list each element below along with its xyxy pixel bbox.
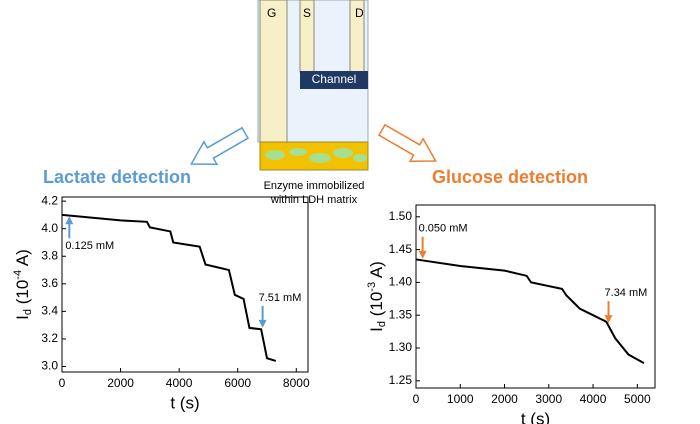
data-line [61, 213, 277, 362]
y-tick-label: 3.8 [41, 248, 58, 262]
arrow-right [377, 123, 437, 163]
electrode-label: D [355, 6, 364, 20]
electrode-label: G [267, 6, 276, 20]
y-axis-label-part: d [376, 321, 388, 327]
annotation-arrowhead [258, 319, 267, 328]
channel-box [300, 71, 368, 89]
y-axis-label: Id (10-4 A) [12, 249, 34, 320]
y-tick-label: 1.50 [389, 209, 413, 223]
x-tick-label: 5000 [624, 392, 651, 406]
y-tick-label: 4.0 [41, 221, 58, 235]
x-tick-label: 2000 [491, 392, 518, 406]
y-tick-label: 1.25 [389, 373, 413, 387]
arrow-left [190, 126, 250, 166]
x-tick-label: 2000 [107, 376, 134, 390]
y-axis-label-part: (10 [367, 292, 386, 321]
x-axis-label: t (s) [170, 393, 199, 412]
annotation-arrowhead [604, 315, 613, 324]
x-tick-label: 1000 [447, 392, 474, 406]
y-tick-label: 3.6 [41, 276, 58, 290]
x-tick-label: 0 [413, 392, 420, 406]
y-axis-label-part: -4 [12, 270, 24, 280]
channel-label: Channel [312, 72, 357, 86]
x-tick-label: 0 [59, 376, 66, 390]
y-tick-label: 3.0 [41, 359, 58, 373]
y-tick-label: 3.2 [41, 331, 58, 345]
y-axis-label: Id (10-3 A) [366, 261, 388, 332]
enzyme-pattern [265, 148, 367, 163]
annotation-arrowhead [65, 216, 74, 225]
y-tick-label: 4.2 [41, 193, 58, 207]
annotation-label: 7.34 mM [605, 287, 648, 299]
chart-title: Glucose detection [432, 167, 588, 187]
x-tick-label: 4000 [166, 376, 193, 390]
plot-frame [415, 204, 656, 389]
annotation-label: 0.050 mM [419, 223, 468, 235]
y-axis-label-part: A) [13, 249, 32, 270]
data-line [415, 258, 645, 364]
annotation-label: 0.125 mM [65, 240, 114, 252]
x-tick-label: 8000 [283, 376, 310, 390]
y-axis-label-part: -3 [366, 282, 378, 292]
chart-title: Lactate detection [43, 167, 191, 187]
x-tick-label: 6000 [224, 376, 251, 390]
x-tick-label: 3000 [535, 392, 562, 406]
annotation-label: 7.51 mM [259, 292, 302, 304]
matrix-label: within LDH matrix [270, 194, 358, 206]
y-axis-label-part: A) [367, 261, 386, 282]
plot-frame [61, 196, 309, 373]
electrode-label: S [303, 6, 311, 20]
gate-electrode [259, 0, 288, 143]
x-tick-label: 4000 [580, 392, 607, 406]
y-tick-label: 1.30 [389, 340, 413, 354]
y-tick-label: 1.40 [389, 275, 413, 289]
annotation-arrowhead [418, 250, 427, 259]
y-axis-label-part: I [367, 327, 386, 332]
y-tick-label: 3.4 [41, 304, 58, 318]
y-axis-label-part: d [22, 309, 34, 315]
device-diagram: G S D Channel Enzyme immobilized within … [190, 0, 437, 206]
y-axis-label-part: I [13, 315, 32, 320]
matrix-label: Enzyme immobilized [264, 180, 365, 192]
y-tick-label: 1.35 [389, 307, 413, 321]
x-axis-label: t (s) [521, 409, 550, 424]
y-tick-label: 1.45 [389, 242, 413, 256]
y-axis-label-part: (10 [13, 280, 32, 309]
